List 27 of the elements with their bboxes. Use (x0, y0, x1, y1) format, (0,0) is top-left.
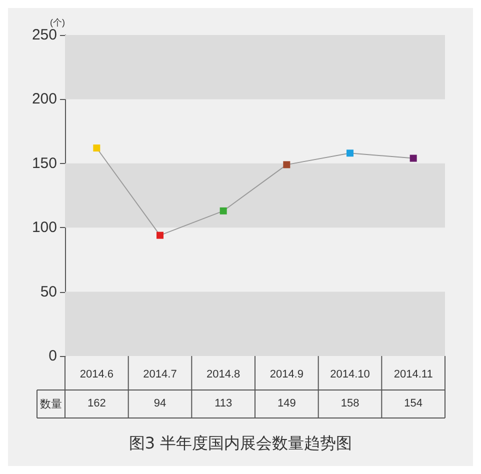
data-label: 149 (277, 398, 296, 410)
y-axis-title: (个) (50, 18, 65, 28)
point (410, 154, 417, 162)
y-tick-label: 0 (48, 348, 57, 364)
x-tick-label: 2014.8 (206, 368, 240, 380)
text: 图3 半年度国内展会数量趋势图 (128, 434, 352, 452)
x-tick-label: 2014.7 (143, 368, 177, 380)
point (156, 232, 164, 239)
x-tick-label: 2014.11 (394, 368, 433, 380)
data-label: 94 (154, 398, 166, 410)
data-label: 158 (340, 398, 360, 410)
y-tick-label: 250 (32, 26, 57, 44)
x-tick-label: 2014.10 (330, 368, 370, 380)
point (93, 144, 100, 152)
data-label: 154 (404, 398, 423, 410)
y-tick-label: 50 (40, 283, 57, 300)
data-label: 162 (87, 398, 106, 410)
point (220, 207, 227, 214)
y-tick-label: 200 (32, 90, 57, 108)
text: 数量 (40, 398, 62, 410)
y-tick-label: 100 (32, 219, 57, 236)
point (346, 150, 354, 157)
x-tick-label: 2014.9 (270, 368, 304, 380)
y-tick-label: 150 (32, 154, 57, 172)
x-tick-label: 2014.6 (80, 368, 114, 380)
data-label: 113 (214, 398, 232, 410)
point (283, 161, 290, 168)
